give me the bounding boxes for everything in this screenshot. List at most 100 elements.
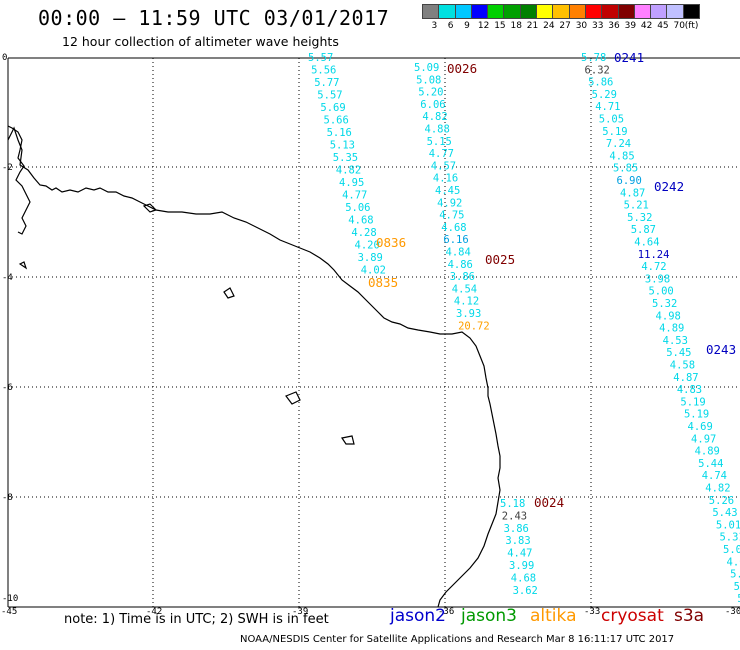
wave-height-value: 4.88 — [425, 124, 450, 136]
coastline-west — [7, 125, 31, 235]
wave-height-value: 4.16 — [433, 173, 458, 185]
wave-height-value: 3.86 — [450, 271, 475, 283]
wave-height-value: 2.43 — [502, 510, 527, 522]
pass-label: 0241 — [614, 50, 644, 65]
y-tick-label: -2 — [2, 163, 13, 173]
wave-height-value: 4.45 — [435, 185, 460, 197]
x-tick-label: -33 — [584, 607, 600, 617]
pass-label: 0024 — [534, 495, 564, 510]
color-scale-label: 12 — [477, 21, 490, 31]
wave-height-value: 7.24 — [606, 138, 631, 150]
wave-height-value: 5.44 — [698, 458, 723, 470]
color-scale-label: 36 — [608, 21, 620, 31]
wave-height-value: 4.82 — [705, 483, 730, 495]
wave-height-value: 5.29 — [592, 89, 617, 101]
wave-height-value: 5.20 — [418, 87, 443, 99]
color-scale-label: 30 — [575, 21, 588, 31]
wave-height-value: 5.01 — [716, 519, 740, 531]
wave-height-value: 5.09 — [414, 62, 439, 74]
island-3 — [285, 391, 301, 405]
wave-height-value: 4.89 — [659, 323, 684, 335]
wave-height-value: 4.12 — [454, 296, 479, 308]
color-scale-labels: 3 6 9 12 15 18 21 24 27 30 33 36 39 42 45 70 (ft) — [422, 21, 740, 33]
wave-height-value: 5.08 — [416, 74, 441, 86]
color-scale-label: 33 — [592, 21, 604, 31]
wave-height-value: 5.15 — [427, 136, 452, 148]
wave-height-value: 5.21 — [624, 200, 649, 212]
wave-height-value: 5.19 — [684, 409, 709, 421]
wave-height-value: 5.87 — [631, 224, 656, 236]
y-tick-label: -8 — [2, 493, 13, 503]
wave-height-value: 3.93 — [456, 308, 481, 320]
legend-s3a: s3a — [674, 606, 705, 626]
wave-height-value: 3.83 — [505, 535, 530, 547]
wave-height-value: 5.06 — [345, 202, 370, 214]
wave-height-value: 5.19 — [602, 126, 627, 138]
wave-height-value: 5.69 — [320, 102, 345, 114]
wave-height-value: 6.90 — [617, 175, 642, 187]
color-scale-label: 3 — [431, 21, 438, 31]
wave-height-value: 4.02 — [361, 265, 386, 277]
wave-height-value: 5.26 — [709, 495, 734, 507]
wave-height-value: 5. — [734, 581, 740, 593]
wave-height-value: 5.16 — [327, 127, 352, 139]
pass-label: 0025 — [485, 252, 515, 267]
wave-height-value: 4.92 — [437, 197, 462, 209]
wave-height-value: 5.57 — [308, 52, 333, 64]
color-scale-label: 21 — [526, 21, 539, 31]
x-tick-label: -42 — [146, 607, 162, 617]
coastline — [7, 126, 501, 608]
color-scale-label: 9 — [464, 21, 470, 31]
wave-height-value: 4.47 — [507, 548, 532, 560]
wave-height-value: 4.68 — [441, 222, 466, 234]
x-tick-label: -30 — [725, 607, 740, 617]
wave-height-value: 4.97 — [691, 433, 716, 445]
wave-height-value: 5.18 — [500, 498, 525, 510]
wave-height-value: 4.82 — [336, 165, 361, 177]
island-5 — [18, 261, 28, 270]
color-scale-label: 27 — [559, 21, 571, 31]
wave-height-value: 4.95 — [339, 177, 364, 189]
wave-height-value: 5.78 — [581, 52, 606, 64]
wave-height-value: 5.86 — [588, 77, 613, 89]
axis-ticks: -45 -42 -39 -36 -33 -30 0 -2 -4 -6 -8 -10 — [1, 53, 740, 617]
wave-height-value: 4.77 — [342, 190, 367, 202]
legend-altika: altika — [530, 606, 577, 626]
footer-note: note: 1) Time is in UTC; 2) SWH is in fe… — [64, 612, 329, 627]
color-swatch — [682, 4, 701, 19]
wave-height-value: 4.72 — [641, 261, 666, 273]
wave-height-value: 4.64 — [634, 237, 659, 249]
x-tick-label: -45 — [1, 607, 17, 617]
pass-label: 0243 — [706, 342, 736, 357]
wave-height-value: 5.05 — [599, 114, 624, 126]
wave-height-value: 4.68 — [348, 215, 373, 227]
wave-height-value: 5 — [737, 593, 740, 605]
color-scale-label: 18 — [510, 21, 522, 31]
y-tick-label: -4 — [2, 273, 13, 283]
island-4 — [341, 435, 355, 445]
wave-height-value: 5.13 — [330, 140, 355, 152]
wave-height-value: 4.86 — [448, 259, 473, 271]
wave-height-value: 4.28 — [351, 227, 376, 239]
y-tick-label: -6 — [2, 383, 13, 393]
wave-height-value: 4.54 — [452, 283, 477, 295]
wave-height-value: 5.6 — [730, 569, 740, 581]
color-scale-label: 70 — [673, 21, 685, 31]
wave-height-value: 5.45 — [666, 347, 691, 359]
page-subtitle: 12 hour collection of altimeter wave hei… — [62, 34, 339, 49]
wave-height-value: 5.32 — [652, 298, 677, 310]
wave-height-value: 4.98 — [656, 310, 681, 322]
wave-height-value: 4.87 — [620, 187, 645, 199]
legend-cryosat: cryosat — [601, 606, 664, 626]
wave-height-value: 4.69 — [688, 421, 713, 433]
wave-height-value: 5.19 — [680, 396, 705, 408]
legend-jason3: jason3 — [461, 606, 517, 626]
wave-height-value: 4.84 — [446, 247, 471, 259]
color-scale-label: 42 — [640, 21, 653, 31]
wave-height-value: 3.89 — [358, 252, 383, 264]
pass-label: 0242 — [654, 179, 684, 194]
x-tick-label: -36 — [438, 607, 454, 617]
wave-height-value: 6.32 — [585, 64, 610, 76]
wave-height-value: 3.86 — [504, 523, 529, 535]
